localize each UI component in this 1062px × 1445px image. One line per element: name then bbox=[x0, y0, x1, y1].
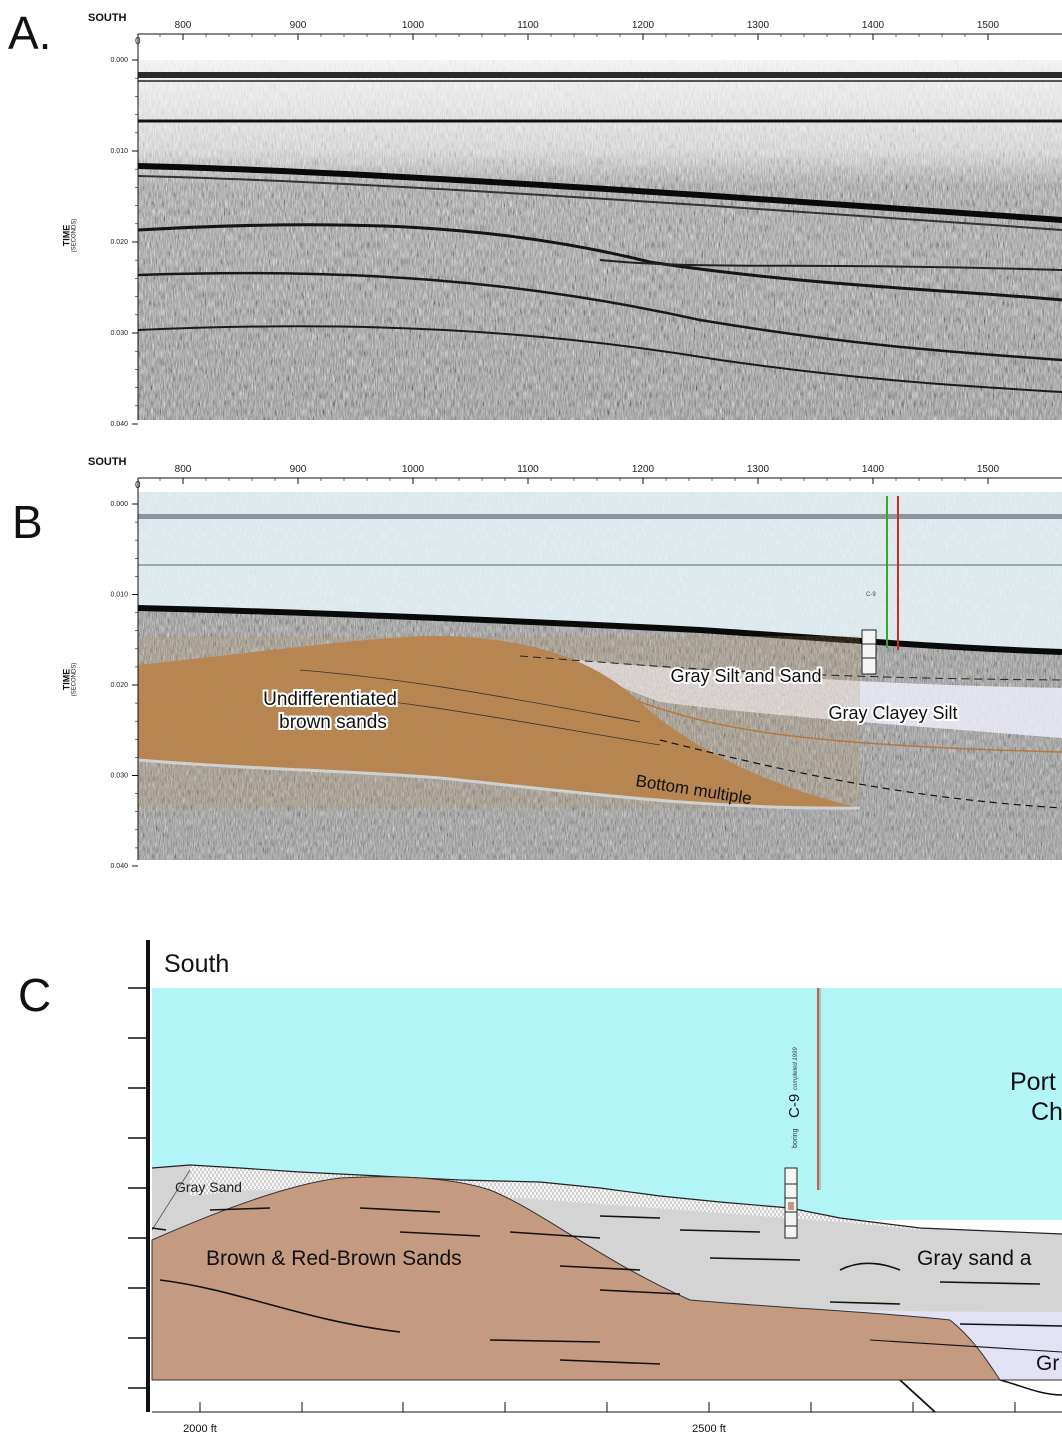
panel-c-lamination-strokes bbox=[151, 1207, 1062, 1365]
axB-y-tick-label: 0.020 bbox=[110, 682, 128, 689]
axB-y-tick-label: 0.010 bbox=[110, 592, 128, 599]
panel-c-x-tick-label: 2500 ft bbox=[692, 1423, 726, 1435]
panel-b-unit-gray-clayey-silt bbox=[560, 658, 1062, 738]
axA-x-tick-label: 1500 bbox=[977, 20, 1000, 31]
panel-b-water-column bbox=[138, 492, 1062, 652]
panel-c-x-tick-label: 2000 ft bbox=[183, 1423, 217, 1435]
axA-y-tick-label: 0.000 bbox=[110, 57, 128, 64]
panel-b-seismic-image: C-9 bbox=[137, 492, 1062, 860]
axA-x-tick-label: 900 bbox=[290, 20, 307, 31]
axA-x-tick-label: 1400 bbox=[862, 20, 885, 31]
panel-c-boring-note: completed 1999 bbox=[793, 1047, 799, 1090]
axB-x-tick-label: 900 bbox=[290, 464, 307, 475]
axB-y-tick-label: 0.000 bbox=[110, 501, 128, 508]
panel-b-axes: 0 800 900 1000 1100 1200 1300 1400 1500 0.000 0.0… bbox=[110, 464, 1062, 870]
axB-x-tick-label: 1500 bbox=[977, 464, 1000, 475]
panel-c-brown-red-sands-label: Brown & Red-Brown Sands bbox=[206, 1247, 462, 1270]
panel-c-clayey-layer bbox=[690, 1300, 1062, 1380]
axB-y-tick-label: 0.040 bbox=[110, 863, 128, 870]
axB-x-tick-label: 1000 bbox=[402, 464, 425, 475]
axB-x-tick-label: 800 bbox=[175, 464, 192, 475]
panel-a-axes: 0 800 900 1000 1100 1200 1300 1400 1500 0.000 0.0… bbox=[110, 20, 1062, 428]
panel-c-geologic-cross-section: boring C-9 completed 1999 South Port Ch … bbox=[128, 940, 1062, 1435]
axB-x-origin: 0 bbox=[135, 480, 141, 491]
axA-y-tick-label: 0.020 bbox=[110, 239, 128, 246]
panel-a-seismic-profile: 0 800 900 1000 1100 1200 1300 1400 1500 0.000 0.0… bbox=[110, 20, 1062, 428]
axA-x-tick-label: 1300 bbox=[747, 20, 770, 31]
panel-a-south-label: SOUTH bbox=[88, 12, 127, 24]
panel-b-label-gray-silt-sand: Gray Silt and Sand bbox=[670, 666, 821, 686]
axA-y-tick-label: 0.030 bbox=[110, 330, 128, 337]
panel-a-letter: A. bbox=[8, 7, 52, 59]
panel-c-water-label-2: Ch bbox=[1031, 1098, 1062, 1126]
axB-y-tick-label: 0.030 bbox=[110, 773, 128, 780]
panel-b-boring-column bbox=[861, 629, 877, 675]
panel-b-south-label: SOUTH bbox=[88, 456, 127, 468]
panel-c-boring-column bbox=[784, 1167, 798, 1239]
axA-x-origin: 0 bbox=[135, 36, 141, 47]
axA-x-tick-label: 1200 bbox=[632, 20, 655, 31]
panel-b-boring-label: C-9 bbox=[866, 592, 876, 598]
panel-b-seafloor bbox=[137, 605, 1062, 655]
panel-c-south-label: South bbox=[164, 950, 229, 978]
axB-x-tick-label: 1100 bbox=[517, 464, 539, 475]
panel-a-seismic-image bbox=[137, 60, 1062, 420]
panel-c-water-label-1: Port bbox=[1010, 1068, 1056, 1096]
axA-x-tick-label: 1000 bbox=[402, 20, 425, 31]
panel-c-axes: 2000 ft 2500 ft bbox=[128, 940, 1062, 1435]
panel-c-boring-id: C-9 bbox=[786, 1094, 803, 1118]
panel-b-letter: B bbox=[12, 496, 43, 548]
axB-x-tick-label: 1400 bbox=[862, 464, 885, 475]
axB-x-tick-label: 1200 bbox=[632, 464, 655, 475]
axA-y-tick-label: 0.040 bbox=[110, 421, 128, 428]
axA-x-tick-label: 1100 bbox=[517, 20, 539, 31]
panel-c-gray-sand-label: Gray Sand bbox=[175, 1179, 242, 1195]
panel-b-label-brown-sands: brown sands bbox=[279, 712, 387, 733]
panel-c-letter: C bbox=[18, 969, 52, 1021]
axA-x-tick-label: 800 bbox=[175, 20, 192, 31]
panel-c-gr-label: Gr bbox=[1036, 1352, 1059, 1375]
axA-y-tick-label: 0.010 bbox=[110, 148, 128, 155]
panel-c-boring-prefix: boring bbox=[792, 1128, 799, 1148]
panel-b-label-gray-clayey-silt: Gray Clayey Silt bbox=[828, 703, 957, 723]
axB-x-tick-label: 1300 bbox=[747, 464, 770, 475]
panel-c-brown-sands-layer bbox=[151, 1176, 1001, 1381]
panel-b-label-undifferentiated: Undifferentiated bbox=[263, 689, 397, 710]
panel-b-interpreted-profile: C-9 Undifferentiated brown sands Gray Si… bbox=[110, 464, 1062, 870]
panel-c-gray-sand-right-label: Gray sand a bbox=[917, 1247, 1032, 1270]
